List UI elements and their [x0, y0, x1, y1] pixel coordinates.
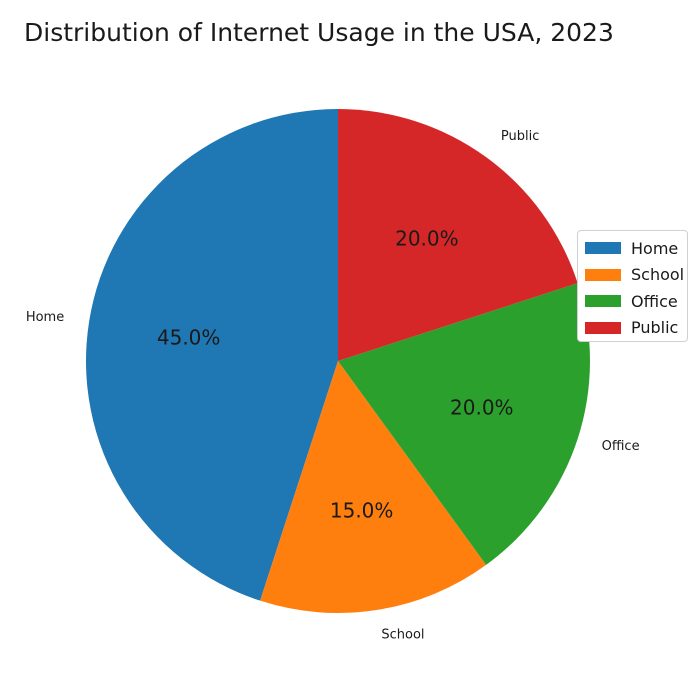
legend-label-school: School	[631, 265, 685, 285]
pie-category-label-public: Public	[501, 129, 539, 144]
chart-title: Distribution of Internet Usage in the US…	[24, 18, 614, 47]
pie-percent-label-public: 20.0%	[395, 227, 459, 251]
legend-swatch-public	[585, 321, 621, 334]
pie-slices	[85, 109, 591, 613]
pie-percent-label-school: 15.0%	[330, 498, 394, 522]
legend-item-school: School	[585, 262, 687, 289]
legend-swatch-home	[585, 242, 621, 255]
legend-item-public: Public	[585, 315, 687, 342]
legend-item-home: Home	[585, 235, 687, 262]
legend-label-home: Home	[631, 238, 679, 258]
pie-slice-home	[85, 109, 339, 601]
pie-category-label-office: Office	[602, 439, 640, 454]
pie-slice-office	[338, 283, 591, 565]
legend-label-public: Public	[631, 318, 679, 338]
pie-category-label-school: School	[381, 627, 424, 642]
legend: Home School Office Public	[577, 230, 688, 342]
legend-swatch-office	[585, 295, 621, 308]
pie-labels: 45.0% Home 15.0% School 20.0% Office 20.0% Publ…	[26, 129, 640, 642]
legend-label-office: Office	[631, 291, 678, 311]
pie-percent-label-office: 20.0%	[450, 396, 514, 420]
pie-slice-school	[260, 361, 487, 613]
legend-item-office: Office	[585, 288, 687, 315]
legend-swatch-school	[585, 268, 621, 281]
pie-category-label-home: Home	[26, 310, 64, 325]
pie-percent-label-home: 45.0%	[157, 325, 221, 349]
pie-slice-public	[338, 109, 578, 361]
